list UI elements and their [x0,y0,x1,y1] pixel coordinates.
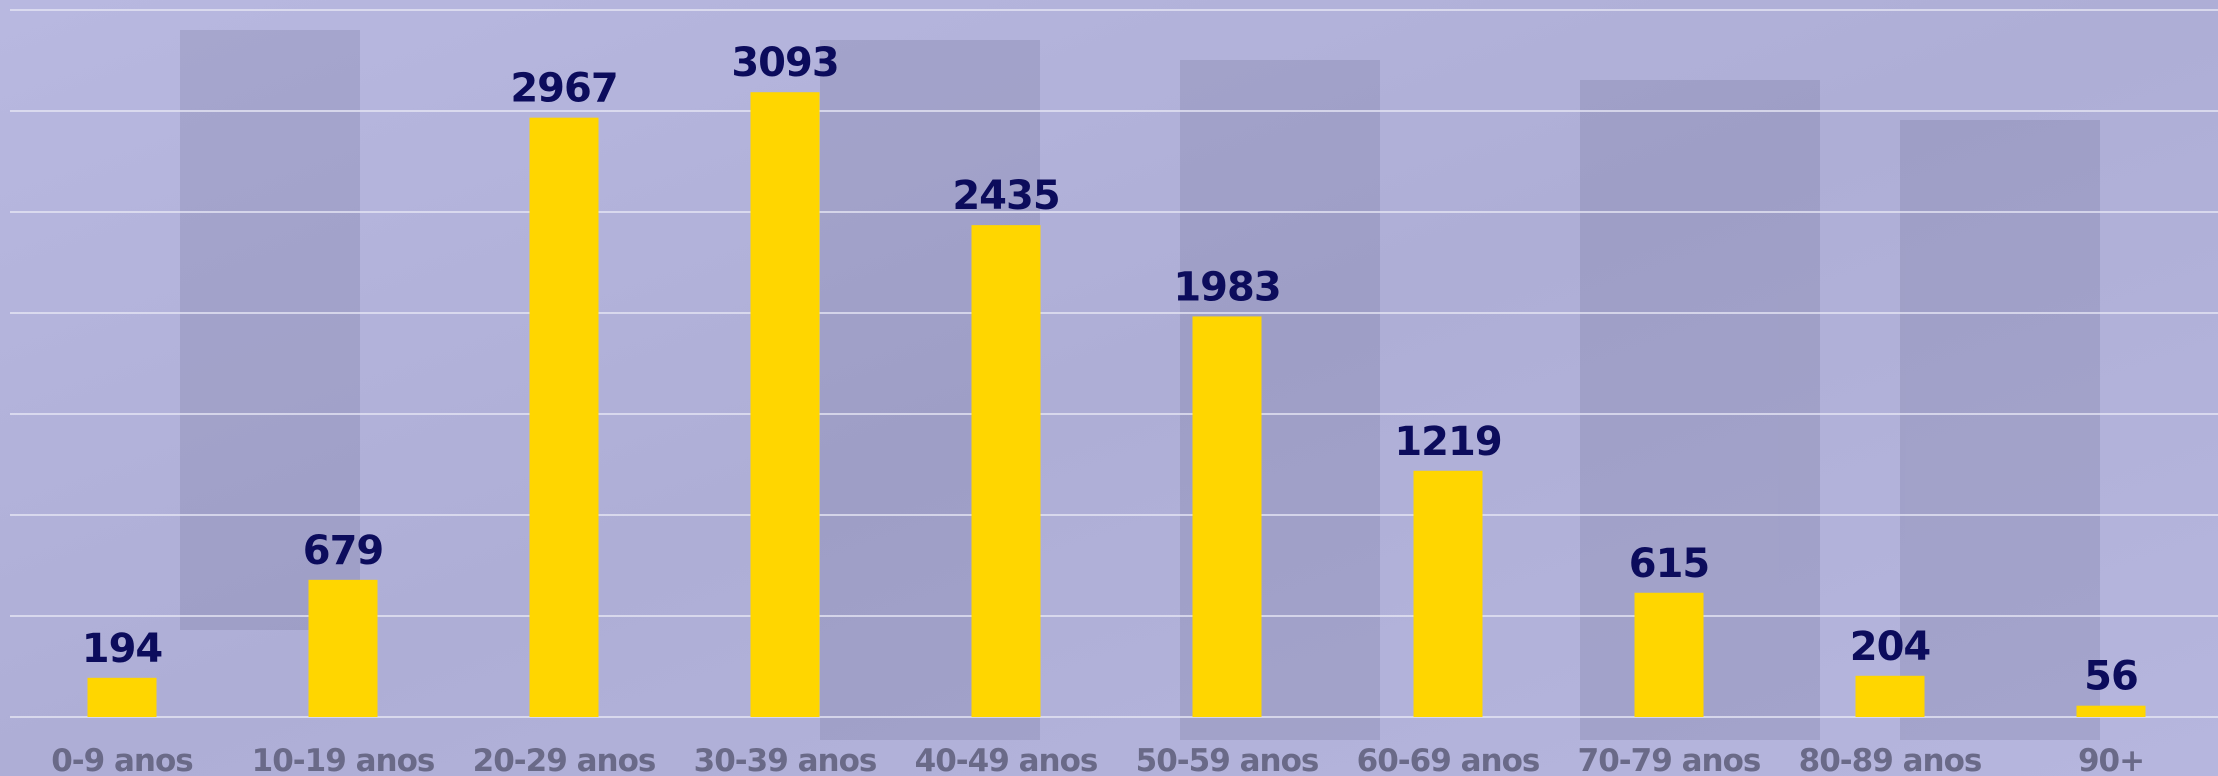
x-tick-label: 30-39 anos [694,743,877,776]
value-label: 194 [82,626,163,672]
value-label: 1219 [1394,419,1501,465]
bar [1635,593,1704,717]
bar [1856,676,1925,717]
x-tick-label: 60-69 anos [1357,743,1540,776]
value-label: 1983 [1173,264,1280,310]
bar [1414,471,1483,717]
bar [751,92,820,717]
bar [1193,316,1262,717]
bar [309,580,378,717]
x-tick-label: 90+ [2078,743,2144,776]
x-tick-label: 80-89 anos [1799,743,1982,776]
bar [530,118,599,717]
bar [972,225,1041,717]
value-label: 2967 [510,66,617,112]
x-tick-label: 40-49 anos [915,743,1098,776]
x-tick-label: 10-19 anos [252,743,435,776]
value-label: 615 [1629,541,1710,587]
x-tick-label: 70-79 anos [1578,743,1761,776]
value-label: 3093 [731,40,838,86]
value-label: 679 [303,528,384,574]
bar [2077,706,2146,717]
bar [88,678,157,717]
value-label: 204 [1850,624,1931,670]
chart: 194 0-9 anos 679 10-19 anos 2967 20-29 anos 30… [0,0,2218,776]
value-label: 56 [2084,654,2138,700]
x-tick-label: 0-9 anos [51,743,193,776]
value-label: 2435 [952,173,1059,219]
x-tick-label: 20-29 anos [473,743,656,776]
x-tick-label: 50-59 anos [1136,743,1319,776]
